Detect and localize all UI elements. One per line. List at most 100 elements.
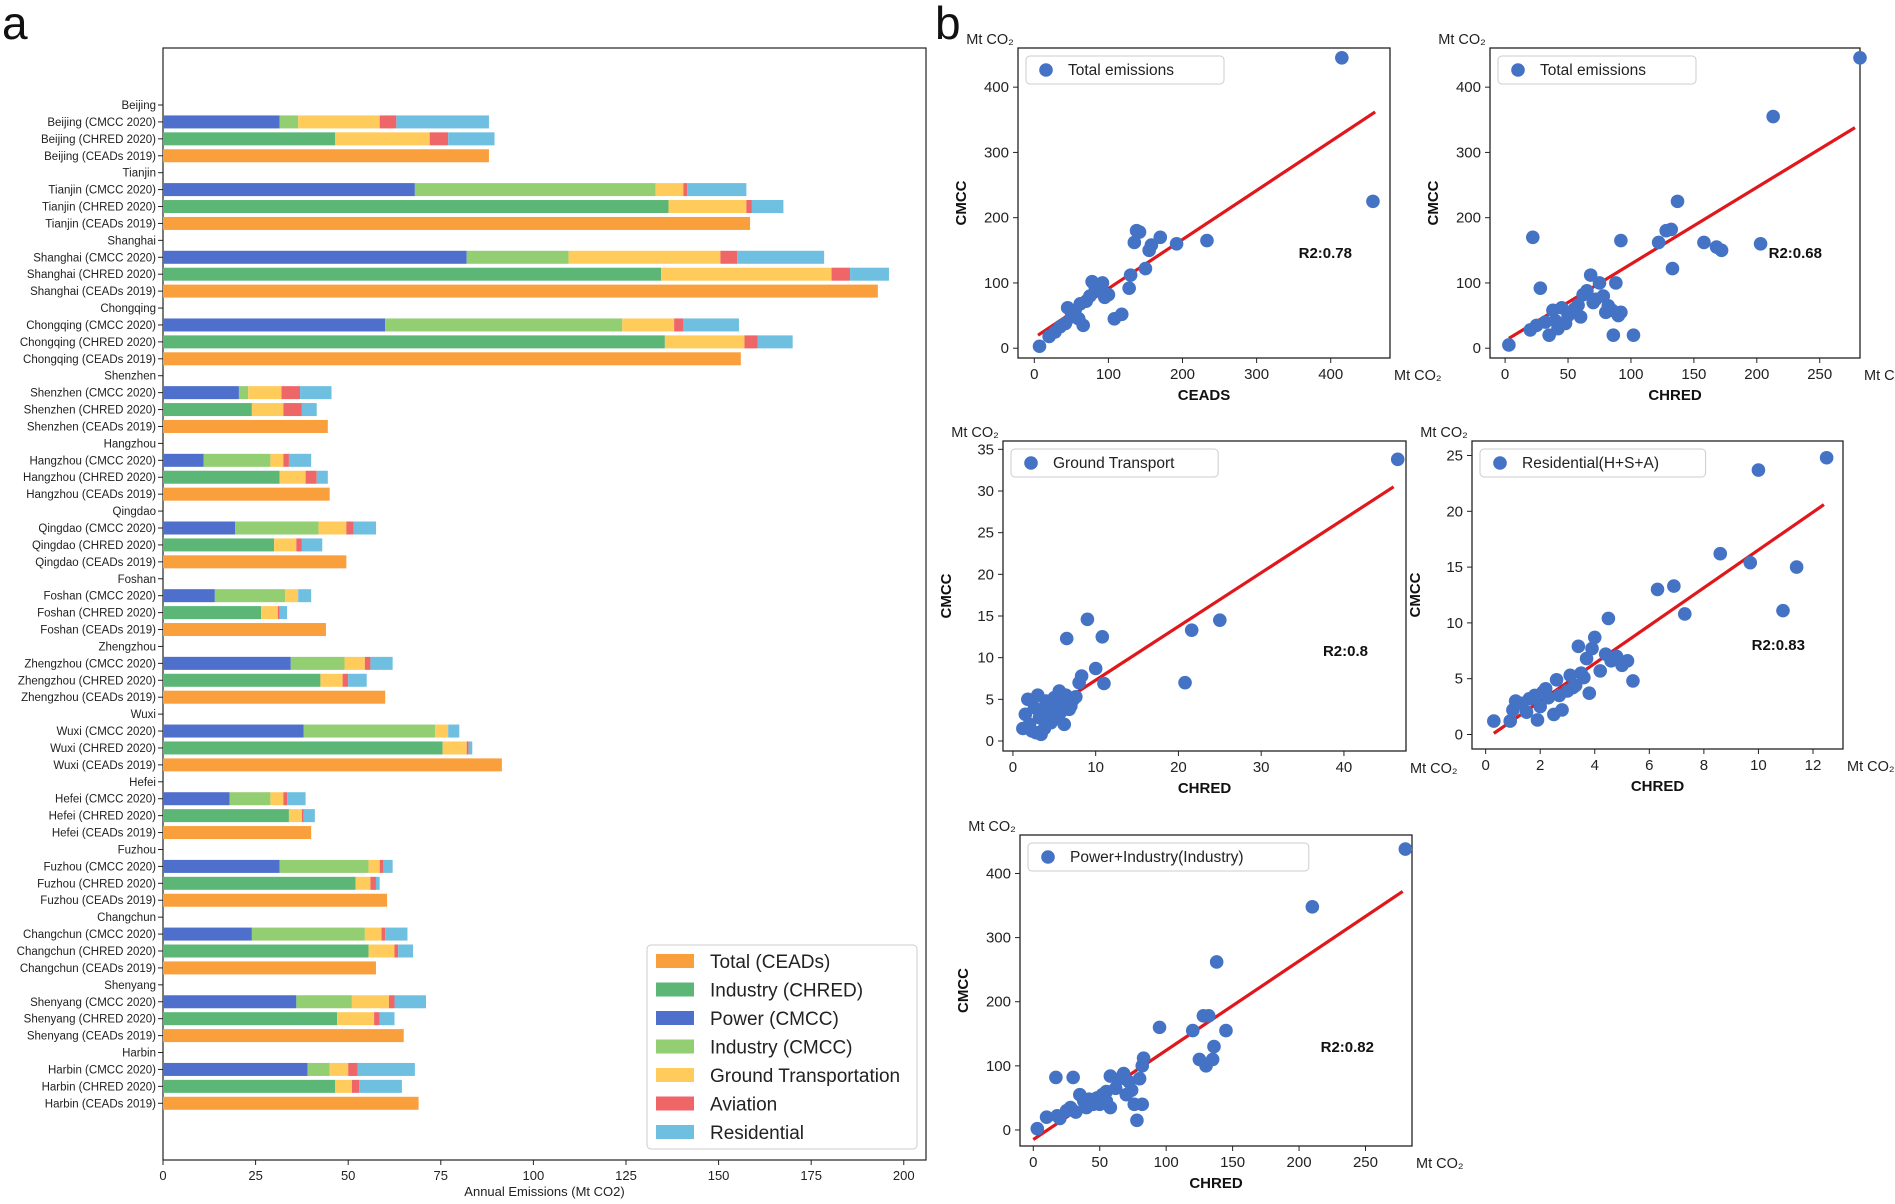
bar-fuzhou-cmcc-2020-aviation [379, 859, 384, 873]
y-tick-label: Zhengzhou [98, 641, 156, 653]
scatter-point [1153, 230, 1168, 245]
y-axis-label: CMCC [1425, 180, 1442, 225]
y-unit-label: Mt CO₂ [966, 32, 1014, 48]
scatter-point [1580, 283, 1594, 298]
bar-hefei-cmcc-2020-power [163, 792, 230, 806]
plot-frame [1002, 440, 1407, 752]
x-tick-label: 0 [1030, 366, 1038, 383]
scatter-point [1213, 613, 1227, 627]
panel-label-a: a [2, 0, 28, 49]
scatter-point [1127, 235, 1142, 250]
bar-shanghai-cmcc-2020-power [163, 250, 467, 264]
bar-harbin-cmcc-2020-aviation [348, 1062, 358, 1076]
bar-hefei-chred-2020-residential [303, 809, 315, 823]
x-tick-label: 150 [708, 1168, 730, 1183]
bar-hangzhou-ceads-2019-total [163, 487, 330, 501]
legend-label-industry_cmcc: Industry (CMCC) [710, 1038, 853, 1059]
scatter-point [1201, 1009, 1216, 1023]
x-tick-label: 150 [1681, 366, 1706, 383]
scatter-point [1366, 194, 1380, 209]
scatter-point [1138, 261, 1153, 276]
bar-shanghai-cmcc-2020-ground [568, 250, 721, 264]
bar-changchun-ceads-2019-total [163, 961, 376, 975]
bar-wuxi-chred-2020-industry_chred [163, 741, 443, 755]
bar-chongqing-ceads-2019-total [163, 352, 741, 366]
scatter-point [1714, 243, 1729, 258]
scatter-point [1626, 674, 1640, 688]
y-tick-label: Fuzhou (CHRED 2020) [37, 878, 156, 890]
x-unit-label: Mt CO₂ [1864, 368, 1895, 384]
bar-chongqing-cmcc-2020-ground [622, 318, 675, 332]
bar-shenyang-chred-2020-aviation [374, 1012, 380, 1026]
bar-chongqing-chred-2020-residential [757, 335, 793, 349]
bar-shenyang-cmcc-2020-industry_cmcc [296, 995, 352, 1009]
x-tick-label: 200 [1287, 1154, 1312, 1171]
bar-changchun-chred-2020-industry_chred [163, 944, 369, 958]
bar-fuzhou-chred-2020-residential [375, 876, 380, 890]
y-tick-label: 400 [984, 79, 1009, 96]
x-tick-label: 125 [615, 1168, 637, 1183]
bar-qingdao-cmcc-2020-ground [318, 521, 347, 535]
bar-wuxi-chred-2020-aviation [466, 741, 469, 755]
scatter-point [1503, 714, 1517, 728]
y-tick-label: 200 [1456, 210, 1481, 227]
legend-label-power: Power (CMCC) [710, 1009, 839, 1030]
bar-shanghai-cmcc-2020-aviation [720, 250, 738, 264]
y-tick-label: Chongqing (CHRED 2020) [20, 337, 156, 349]
y-tick-label: Foshan [118, 574, 156, 586]
y-tick-label: 300 [986, 930, 1011, 947]
bar-foshan-cmcc-2020-ground [285, 589, 299, 603]
bar-shanghai-chred-2020-residential [850, 267, 889, 281]
x-unit-label: Mt CO₂ [1847, 759, 1895, 775]
x-tick-label: 100 [1618, 366, 1643, 383]
scatter-point [1144, 238, 1159, 252]
x-tick-label: 10 [1087, 759, 1104, 776]
y-tick-label: Shanghai (CEADs 2019) [30, 286, 156, 298]
y-tick-label: Tianjin [123, 168, 156, 180]
scatter-point [1135, 1097, 1150, 1112]
y-tick-label: Chongqing (CEADs 2019) [23, 354, 156, 366]
bar-qingdao-cmcc-2020-industry_cmcc [235, 521, 319, 535]
y-tick-label: 100 [984, 275, 1009, 292]
y-tick-label: 25 [1446, 448, 1463, 465]
x-tick-label: 75 [434, 1168, 448, 1183]
bar-hangzhou-chred-2020-ground [279, 470, 306, 484]
bar-beijing-cmcc-2020-aviation [379, 115, 397, 129]
y-tick-label: Wuxi (CEADs 2019) [53, 760, 156, 772]
y-tick-label: Shanghai [107, 235, 156, 247]
bar-zhengzhou-cmcc-2020-residential [370, 656, 393, 670]
bar-fuzhou-chred-2020-ground [355, 876, 371, 890]
y-tick-label: Beijing (CEADs 2019) [44, 151, 156, 163]
bar-harbin-cmcc-2020-power [163, 1062, 308, 1076]
legend-box [646, 944, 918, 1150]
bar-beijing-cmcc-2020-ground [298, 115, 380, 129]
x-tick-label: 250 [1807, 366, 1832, 383]
y-tick-label: Wuxi (CMCC 2020) [57, 726, 157, 738]
bar-harbin-chred-2020-ground [335, 1079, 352, 1093]
bar-zhengzhou-ceads-2019-total [163, 690, 386, 704]
y-tick-label: Shenzhen (CEADs 2019) [27, 421, 156, 433]
y-axis-label: CMCC [953, 180, 970, 225]
r2-annotation: R2:0.83 [1752, 637, 1805, 654]
x-tick-label: 400 [1318, 366, 1343, 383]
bar-hefei-ceads-2019-total [163, 826, 312, 840]
bar-zhengzhou-cmcc-2020-ground [344, 656, 365, 670]
scatter-point [1677, 607, 1692, 621]
scatter-point [1095, 276, 1110, 290]
scatter-point [1132, 1071, 1147, 1086]
legend-label-aviation: Aviation [710, 1095, 777, 1116]
x-tick-label: 175 [800, 1168, 822, 1183]
bar-qingdao-chred-2020-aviation [296, 538, 302, 552]
scatter-point [1200, 233, 1214, 248]
bar-harbin-chred-2020-industry_chred [163, 1079, 336, 1093]
bar-tianjin-cmcc-2020-industry_cmcc [414, 183, 656, 197]
scatter-point [1080, 612, 1095, 627]
scatter-point [1132, 225, 1147, 239]
scatter-point [1185, 1023, 1200, 1038]
bar-beijing-chred-2020-ground [335, 132, 430, 146]
x-tick-label: 300 [1244, 366, 1269, 383]
bar-beijing-cmcc-2020-power [163, 115, 280, 129]
bar-qingdao-cmcc-2020-residential [353, 521, 376, 535]
x-tick-label: 100 [1154, 1154, 1179, 1171]
scatter-point [1184, 623, 1199, 637]
